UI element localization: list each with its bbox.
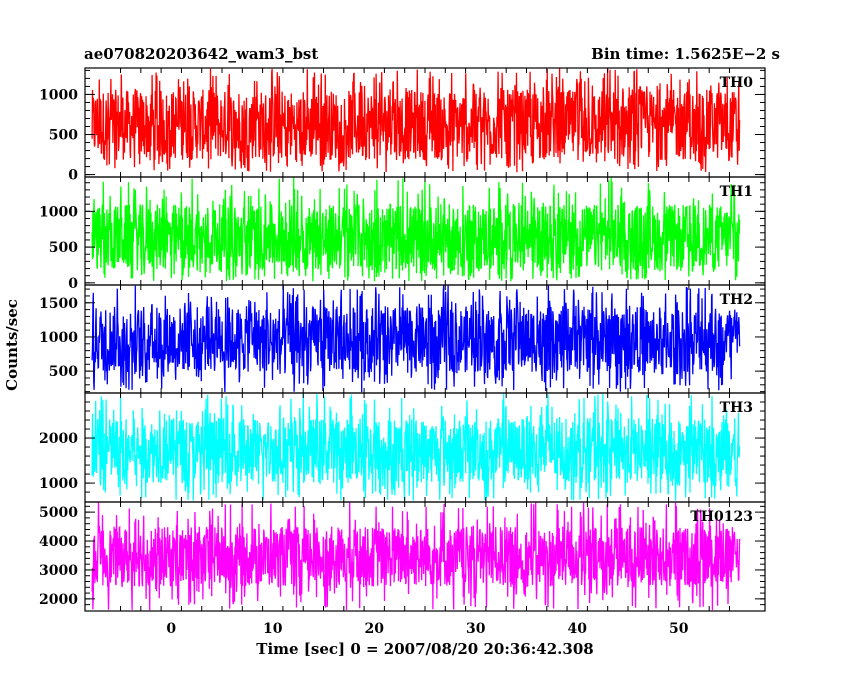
panel-label-th0: TH0 [720, 75, 754, 91]
y-tick-label: 500 [49, 364, 78, 380]
y-tick-label: 2000 [39, 592, 78, 608]
y-tick-label: 1000 [39, 330, 78, 346]
x-tick-label: 50 [669, 621, 689, 637]
x-axis-label: Time [sec] 0 = 2007/08/20 20:36:42.308 [256, 640, 593, 658]
panel-label-th2: TH2 [720, 292, 753, 308]
panel-label-th1: TH1 [720, 184, 753, 200]
series-th0-line [91, 68, 741, 173]
series-th2-line [91, 285, 741, 393]
x-axis-ticks: 0 10 20 30 40 50 [166, 621, 688, 637]
panel-th0123: 2000 3000 4000 5000 TH0123 [39, 501, 766, 612]
y-tick-label: 1000 [39, 87, 78, 103]
panel-th0: 0 500 1000 TH0 [39, 67, 766, 184]
y-tick-label: 0 [68, 168, 78, 184]
y-tick-label: 1000 [39, 204, 78, 220]
y-tick-label: 4000 [39, 534, 78, 550]
y-tick-label: 5000 [39, 505, 78, 521]
x-tick-label: 20 [365, 621, 385, 637]
y-axis-label: Counts/sec [3, 299, 21, 391]
y-tick-label: 1000 [39, 476, 78, 492]
panel-th2: 500 1000 1500 TH2 [39, 284, 766, 394]
y-tick-label: 0 [68, 276, 78, 292]
x-tick-label: 0 [166, 621, 176, 637]
y-tick-label: 1500 [39, 296, 78, 312]
panel-th1: 0 500 1000 TH1 [39, 176, 766, 292]
panel-label-th0123: TH0123 [690, 509, 753, 525]
x-tick-label: 30 [466, 621, 486, 637]
panel-label-th3: TH3 [720, 400, 753, 416]
series-th3-line [91, 393, 741, 501]
x-tick-label: 40 [567, 621, 587, 637]
bin-time-label: Bin time: 1.5625E−2 s [591, 45, 780, 63]
series-th1-line [91, 177, 741, 282]
panel-th3: 1000 2000 TH3 [39, 392, 766, 503]
series-th0123-line [91, 502, 741, 611]
y-tick-label: 500 [49, 128, 78, 144]
y-tick-label: 3000 [39, 563, 78, 579]
y-tick-label: 500 [49, 240, 78, 256]
x-tick-label: 10 [263, 621, 283, 637]
y-tick-label: 2000 [39, 431, 78, 447]
chart-title: ae070820203642_wam3_bst [84, 45, 319, 63]
